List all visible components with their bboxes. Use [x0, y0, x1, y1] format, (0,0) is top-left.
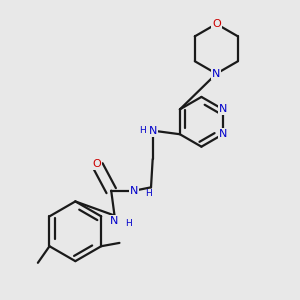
Text: O: O — [92, 159, 100, 169]
Text: N: N — [219, 104, 227, 114]
Text: H: H — [139, 126, 146, 135]
Text: H: H — [125, 219, 132, 228]
Text: O: O — [212, 19, 221, 29]
Text: N: N — [110, 215, 119, 226]
Text: N: N — [219, 129, 227, 139]
Text: N: N — [130, 186, 139, 196]
Text: H: H — [145, 189, 152, 198]
Text: N: N — [212, 69, 220, 79]
Text: N: N — [148, 126, 157, 136]
